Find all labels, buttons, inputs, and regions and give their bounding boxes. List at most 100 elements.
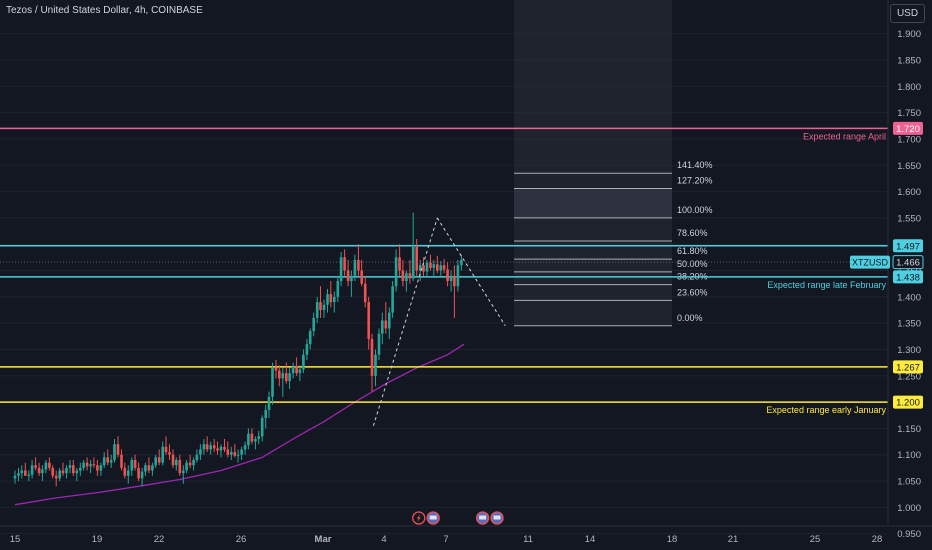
fibonacci-label: 61.80%	[677, 246, 708, 256]
candle-body	[130, 459, 134, 471]
candle-body	[353, 259, 357, 276]
candle-body	[137, 467, 140, 479]
level-badge	[893, 270, 923, 284]
price-tick-label: 1.100	[897, 450, 921, 461]
candle-body	[388, 312, 391, 329]
level-note: Expected range early January	[766, 405, 886, 415]
candle-body	[439, 265, 443, 271]
candle-body	[209, 445, 212, 450]
candle-body	[65, 467, 68, 474]
candle-body	[205, 444, 209, 450]
flag-glyph	[479, 515, 487, 520]
candle-body	[295, 366, 298, 374]
candle-body	[106, 457, 109, 463]
candle-body	[343, 257, 346, 271]
candle-body	[58, 470, 62, 479]
level-badge-label: 1.267	[896, 362, 920, 373]
time-tick-label: 4	[381, 534, 386, 545]
candle-body	[329, 294, 333, 303]
candle-body	[322, 304, 326, 310]
candle-body	[384, 320, 388, 329]
price-tick-label: 1.350	[897, 319, 921, 330]
candle-body	[377, 333, 381, 355]
candle-body	[168, 452, 171, 455]
candle-body	[192, 459, 195, 466]
candle-body	[85, 462, 89, 467]
candle-body	[147, 465, 151, 471]
level-badge-label: 1.438	[896, 272, 920, 283]
level-badge-label: 1.720	[896, 124, 920, 135]
fibonacci-label: 78.60%	[677, 228, 708, 238]
candle-body	[336, 281, 340, 297]
candle-body	[333, 296, 336, 303]
fibonacci-label: 127.20%	[677, 176, 713, 186]
candle-body	[367, 302, 371, 339]
candle-body	[27, 474, 31, 476]
candle-body	[264, 409, 268, 418]
candle-body	[61, 470, 65, 474]
candle-body	[456, 265, 460, 287]
candle-body	[298, 369, 302, 374]
trend-line	[372, 217, 438, 426]
candle-body	[82, 462, 85, 468]
fibonacci-label: 0.00%	[677, 313, 703, 323]
candle-body	[429, 262, 432, 268]
candle-body	[92, 464, 96, 466]
fibonacci-band	[514, 188, 672, 218]
candle-body	[54, 475, 58, 479]
candle-body	[202, 444, 206, 450]
candle-body	[236, 454, 240, 456]
flag-glyph	[493, 515, 501, 520]
candle-body	[96, 465, 99, 471]
candle-body	[48, 462, 51, 468]
candle-body	[326, 294, 329, 305]
candle-body	[185, 462, 188, 471]
candle-body	[17, 473, 20, 476]
candle-body	[154, 457, 157, 466]
time-tick-label: 26	[236, 534, 247, 545]
candle-body	[68, 465, 72, 468]
candle-body	[432, 264, 436, 268]
price-tick-label: 1.050	[897, 477, 921, 488]
fibonacci-label: 141.40%	[677, 160, 713, 170]
candle-body	[267, 396, 271, 410]
fibonacci-label: 50.00%	[677, 259, 708, 269]
candle-body	[188, 462, 192, 466]
candle-body	[233, 452, 237, 456]
level-note: Expected range April	[803, 131, 886, 141]
time-tick-label: 21	[728, 534, 739, 545]
candle-body	[339, 257, 343, 282]
candle-body	[161, 446, 165, 463]
time-tick-label: 11	[523, 534, 533, 545]
price-tick-label: 1.800	[897, 82, 921, 93]
candle-body	[171, 454, 175, 466]
candle-body	[380, 320, 384, 334]
candle-body	[288, 373, 291, 382]
candle-body	[182, 470, 185, 474]
level-badge-label: 1.497	[896, 241, 920, 252]
candle-body	[51, 467, 54, 476]
candle-body	[199, 449, 202, 455]
candle-body	[315, 302, 319, 318]
candle-body	[71, 465, 75, 474]
candle-body	[394, 257, 398, 287]
candle-body	[319, 302, 322, 310]
candle-body	[360, 270, 363, 284]
candle-body	[285, 373, 288, 382]
price-tick-label: 1.750	[897, 108, 921, 119]
candle-body	[436, 264, 439, 271]
candle-body	[312, 317, 315, 332]
candle-body	[370, 338, 374, 376]
candle-body	[411, 246, 415, 279]
candle-body	[157, 457, 161, 463]
candle-body	[247, 433, 250, 446]
candle-body	[133, 459, 137, 468]
candle-body	[120, 454, 123, 468]
price-tick-label: 1.650	[897, 161, 921, 172]
symbol-badge-label: XTZUSD	[852, 258, 889, 268]
chart-title: Tezos / United States Dollar, 4h, COINBA…	[6, 5, 203, 16]
currency-button[interactable]: USD	[890, 4, 925, 23]
candle-body	[281, 373, 285, 379]
